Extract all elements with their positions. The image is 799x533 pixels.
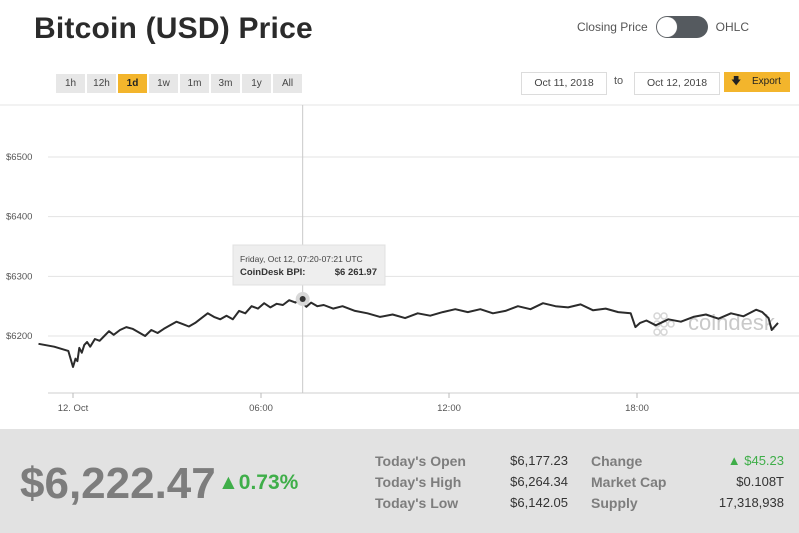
closing-ohlc-toggle[interactable] — [655, 16, 708, 38]
range-button-all[interactable]: All — [273, 74, 302, 93]
toggle-knob — [656, 17, 677, 37]
to-date-input[interactable]: Oct 12, 2018 — [634, 72, 720, 95]
x-tick-label: 06:00 — [249, 403, 273, 414]
range-button-1y[interactable]: 1y — [242, 74, 271, 93]
tooltip-time: Friday, Oct 12, 07:20-07:21 UTC — [240, 254, 363, 264]
x-tick-label: 18:00 — [625, 403, 649, 414]
y-tick-label: $6200 — [6, 331, 32, 342]
supply-label: Supply — [591, 495, 638, 511]
supply-value: 17,318,938 — [718, 495, 784, 510]
range-button-1m[interactable]: 1m — [180, 74, 209, 93]
todays-low-label: Today's Low — [375, 495, 459, 511]
y-tick-label: $6300 — [6, 271, 32, 282]
market-cap-label: Market Cap — [591, 474, 667, 490]
price-tooltip — [232, 244, 386, 286]
page-title: Bitcoin (USD) Price — [34, 12, 313, 45]
from-date-input[interactable]: Oct 11, 2018 — [521, 72, 607, 95]
stats-panel: $6,222.47 ▲0.73% Today's Open $6,177.23 … — [0, 429, 799, 533]
change-value: ▲ $45.23 — [727, 453, 784, 468]
x-tick-label: 12:00 — [437, 403, 461, 414]
price-chart[interactable]: $6500 $6400 $6300 $6200 12. Oct 06:00 12:00 18:… — [0, 100, 799, 426]
y-tick-label: $6500 — [6, 152, 32, 163]
todays-open-value: $6,177.23 — [510, 453, 568, 468]
tooltip-label: CoinDesk BPI: — [240, 267, 305, 278]
range-button-12h[interactable]: 12h — [87, 74, 116, 93]
range-selector: 1h 12h 1d 1w 1m 3m 1y All — [56, 74, 302, 93]
todays-high-value: $6,264.34 — [510, 474, 568, 489]
export-label: Export — [752, 76, 781, 87]
todays-open-label: Today's Open — [375, 453, 466, 469]
todays-low-value: $6,142.05 — [510, 495, 568, 510]
current-price: $6,222.47 — [20, 459, 216, 508]
range-button-1d[interactable]: 1d — [118, 74, 147, 93]
market-cap-value: $0.108T — [736, 474, 784, 489]
change-percent: ▲0.73% — [218, 471, 299, 494]
change-label: Change — [591, 453, 643, 469]
price-type-toggle-group: Closing Price OHLC — [569, 16, 757, 38]
range-button-1w[interactable]: 1w — [149, 74, 178, 93]
export-button[interactable]: 🡇 Export — [724, 72, 790, 92]
y-tick-label: $6400 — [6, 212, 32, 223]
x-tick-label: 12. Oct — [58, 403, 89, 414]
closing-price-label: Closing Price — [576, 20, 648, 34]
range-button-1h[interactable]: 1h — [56, 74, 85, 93]
tooltip-value: $6 261.97 — [335, 267, 377, 278]
download-arrow-icon: 🡇 — [731, 76, 742, 87]
todays-high-label: Today's High — [375, 474, 462, 490]
date-to-label: to — [614, 75, 624, 87]
hover-marker-point — [299, 296, 306, 303]
range-button-3m[interactable]: 3m — [211, 74, 240, 93]
ohlc-label: OHLC — [715, 20, 749, 34]
